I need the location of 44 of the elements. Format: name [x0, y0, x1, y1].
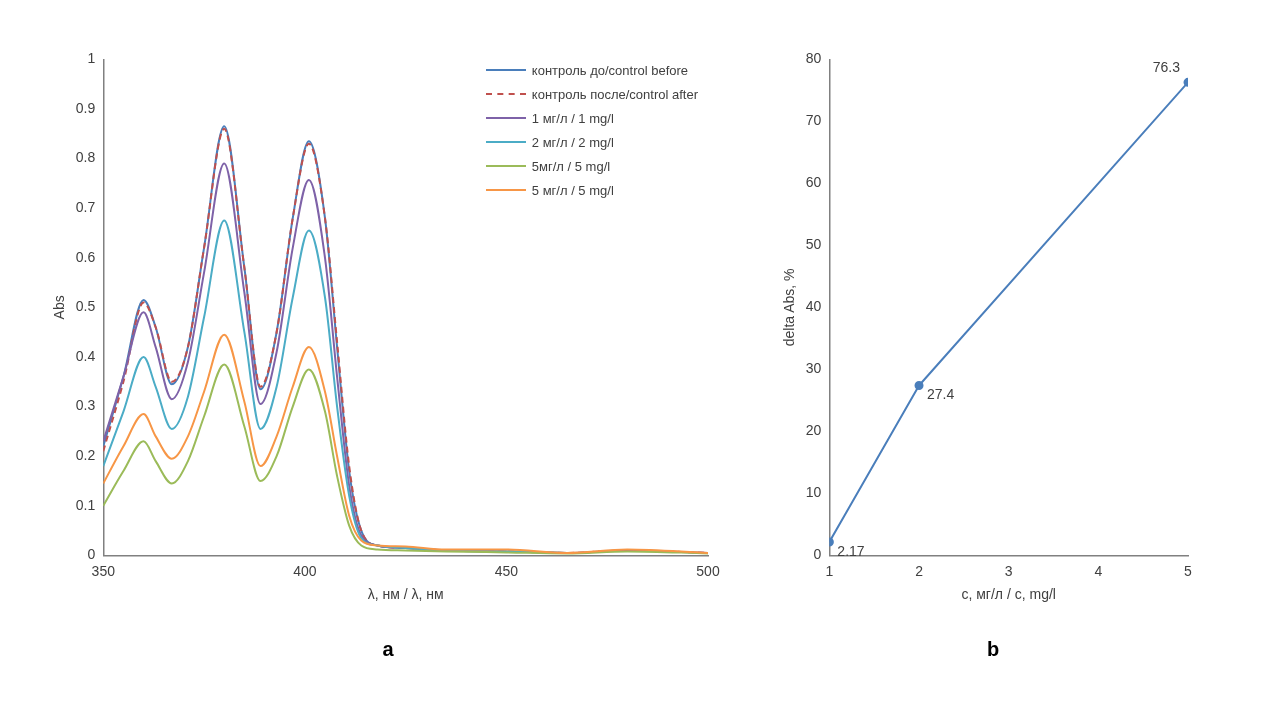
x-tick-label: 4	[1094, 562, 1103, 579]
y-tick-label: 0.7	[75, 199, 96, 216]
x-tick-label: 500	[696, 562, 720, 579]
y-axis-title: Abs	[51, 295, 68, 320]
y-tick-label: 80	[805, 50, 822, 67]
legend-label: контроль до/control before	[531, 62, 689, 78]
y-tick-label: 60	[805, 174, 822, 191]
y-tick-label: 0.3	[75, 397, 96, 414]
y-tick-label: 70	[805, 112, 822, 129]
x-axis-title: c, мг/л / c, mg/l	[961, 586, 1056, 603]
x-tick-label: 350	[91, 562, 116, 579]
text: a	[382, 638, 394, 661]
y-axis-title: delta Abs, %	[781, 268, 798, 347]
y-tick-label: 0	[87, 546, 96, 563]
data-label: 2.17	[837, 542, 865, 559]
y-tick-label: 0.1	[75, 496, 96, 513]
legend-label: 2 мг/л / 2 mg/l	[531, 134, 614, 150]
legend-label: 5 мг/л / 5 mg/l	[531, 182, 614, 198]
legend-label: 5мг/л / 5 mg/l	[531, 158, 611, 174]
y-tick-label: 0.8	[75, 149, 96, 166]
text: b	[986, 638, 1000, 661]
y-tick-label: 1	[87, 50, 96, 67]
x-tick-label: 3	[1004, 562, 1013, 579]
y-tick-label: 20	[805, 422, 822, 439]
data-label: 76.3	[1152, 59, 1181, 76]
y-tick-label: 0.2	[75, 447, 96, 464]
y-tick-label: 0.6	[75, 248, 96, 265]
data-label: 27.4	[927, 386, 955, 403]
x-tick-label: 1	[825, 562, 834, 579]
x-tick-label: 400	[293, 562, 317, 579]
x-tick-label: 450	[494, 562, 519, 579]
y-tick-label: 0	[813, 546, 822, 563]
y-tick-label: 10	[805, 484, 822, 501]
y-tick-label: 50	[805, 236, 822, 253]
y-tick-label: 0.4	[75, 347, 96, 364]
y-tick-label: 0.9	[75, 99, 96, 116]
y-tick-label: 30	[805, 360, 822, 377]
legend-label: 1 мг/л / 1 mg/l	[531, 110, 614, 126]
legend-label: контроль после/control after	[531, 86, 698, 102]
x-axis-title: λ, нм / λ, нм	[367, 586, 444, 603]
x-tick-label: 2	[915, 562, 924, 579]
y-tick-label: 40	[805, 298, 822, 315]
y-tick-label: 0.5	[75, 298, 96, 315]
x-tick-label: 5	[1184, 562, 1193, 579]
